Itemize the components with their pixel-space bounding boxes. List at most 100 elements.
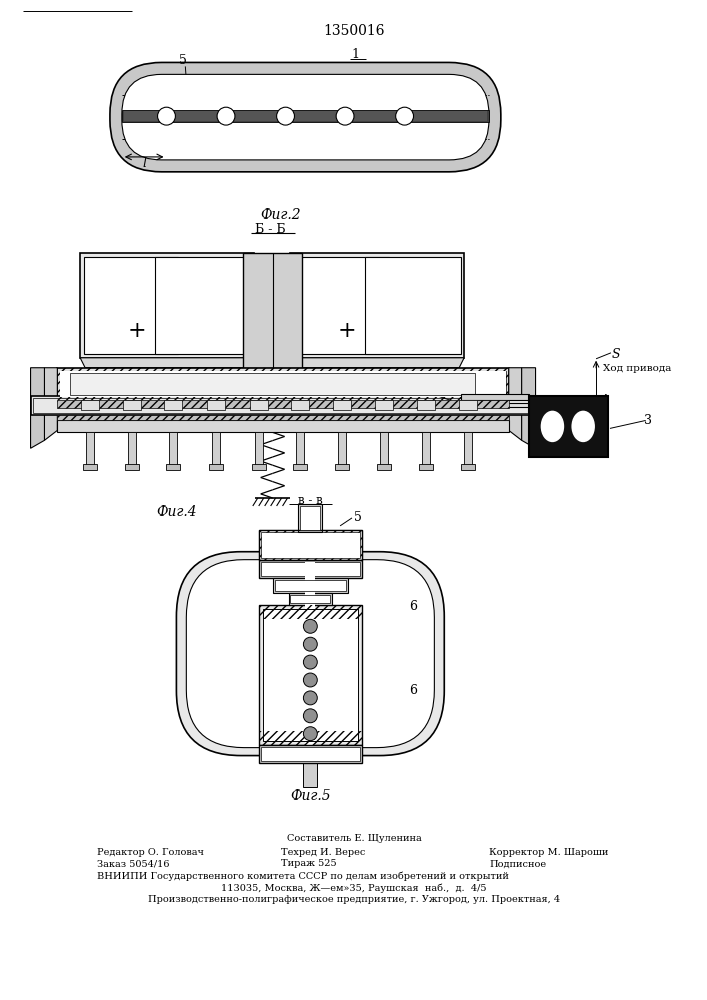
PathPatch shape	[187, 560, 434, 748]
Bar	[291, 595, 330, 603]
Bar	[261, 747, 360, 761]
Bar	[207, 400, 225, 410]
Text: +: +	[338, 320, 356, 342]
Text: 5: 5	[354, 511, 362, 524]
Polygon shape	[509, 368, 522, 440]
Bar	[259, 745, 362, 763]
Ellipse shape	[217, 107, 235, 125]
Bar	[60, 371, 506, 397]
Bar	[155, 257, 251, 354]
Text: 3: 3	[643, 414, 652, 427]
Bar	[57, 368, 509, 400]
Bar	[375, 400, 392, 410]
Ellipse shape	[336, 107, 354, 125]
Bar	[298, 504, 322, 532]
Bar	[57, 400, 509, 408]
Bar	[165, 400, 182, 410]
Bar	[252, 464, 266, 470]
Ellipse shape	[396, 107, 414, 125]
Bar	[128, 432, 136, 467]
Text: 3: 3	[601, 414, 609, 427]
Polygon shape	[80, 358, 254, 368]
Bar	[70, 373, 475, 395]
PathPatch shape	[110, 62, 501, 172]
Bar	[259, 745, 362, 763]
Text: Фиг.2: Фиг.2	[260, 208, 301, 222]
Bar	[81, 400, 99, 410]
Bar	[305, 562, 315, 752]
Bar	[300, 506, 320, 530]
Bar	[166, 464, 180, 470]
Text: Редактор О. Головач: Редактор О. Головач	[97, 848, 204, 857]
Polygon shape	[522, 368, 536, 448]
Bar	[259, 605, 362, 619]
Text: S: S	[612, 348, 620, 361]
Bar	[125, 464, 139, 470]
Bar	[80, 253, 254, 358]
Bar	[418, 400, 436, 410]
Bar	[259, 530, 362, 560]
Text: Фиг.4: Фиг.4	[156, 505, 197, 519]
Text: 1: 1	[351, 48, 359, 61]
Polygon shape	[45, 368, 57, 440]
Bar	[259, 560, 362, 578]
Bar	[259, 530, 362, 560]
Bar	[423, 432, 431, 467]
Bar	[170, 432, 177, 467]
Text: Тираж 525: Тираж 525	[281, 859, 337, 868]
Text: 5: 5	[180, 54, 187, 67]
Ellipse shape	[542, 411, 563, 441]
Text: в - в: в - в	[298, 493, 322, 506]
Ellipse shape	[303, 673, 317, 687]
Bar	[250, 400, 268, 410]
Text: 113035, Москва, Ж—ем»35, Раушская  наб.,  д.  4/5: 113035, Москва, Ж—ем»35, Раушская наб., …	[221, 883, 486, 893]
Text: Фиг.5: Фиг.5	[290, 789, 331, 803]
Text: 4: 4	[601, 394, 609, 407]
Bar	[419, 464, 433, 470]
Ellipse shape	[158, 107, 175, 125]
Text: 5: 5	[433, 386, 441, 399]
Bar	[377, 464, 391, 470]
Text: Корректор М. Шароши: Корректор М. Шароши	[489, 848, 608, 857]
Ellipse shape	[303, 637, 317, 651]
Bar	[259, 560, 362, 578]
Bar	[461, 403, 529, 407]
Bar	[261, 532, 360, 558]
Text: l: l	[143, 157, 146, 170]
Bar	[303, 560, 317, 754]
Bar	[60, 371, 506, 397]
Text: Ход привода: Ход привода	[603, 364, 672, 373]
Text: Техред И. Верес: Техред И. Верес	[281, 848, 365, 857]
Bar	[33, 398, 534, 413]
Bar	[123, 400, 141, 410]
Bar	[83, 464, 97, 470]
Bar	[57, 415, 509, 420]
Bar	[273, 578, 348, 593]
Text: 1350016: 1350016	[323, 24, 385, 38]
Bar	[291, 400, 310, 410]
Bar	[338, 432, 346, 467]
Ellipse shape	[303, 691, 317, 705]
Bar	[124, 111, 487, 121]
Bar	[461, 464, 475, 470]
Bar	[259, 605, 362, 745]
Bar	[380, 432, 387, 467]
Bar	[84, 257, 178, 354]
Bar	[261, 562, 360, 576]
Text: Заказ 5054/16: Заказ 5054/16	[97, 859, 170, 868]
Polygon shape	[291, 358, 464, 368]
Polygon shape	[30, 368, 45, 448]
Ellipse shape	[303, 619, 317, 633]
Bar	[243, 253, 303, 368]
Text: 6: 6	[409, 600, 418, 613]
Bar	[212, 432, 220, 467]
Bar	[296, 432, 305, 467]
Ellipse shape	[303, 727, 317, 741]
Bar	[461, 394, 529, 400]
Bar	[57, 368, 509, 400]
Text: +: +	[127, 320, 146, 342]
Bar	[259, 731, 362, 745]
Ellipse shape	[276, 107, 295, 125]
Text: Подписное: Подписное	[489, 859, 546, 868]
PathPatch shape	[122, 74, 489, 160]
